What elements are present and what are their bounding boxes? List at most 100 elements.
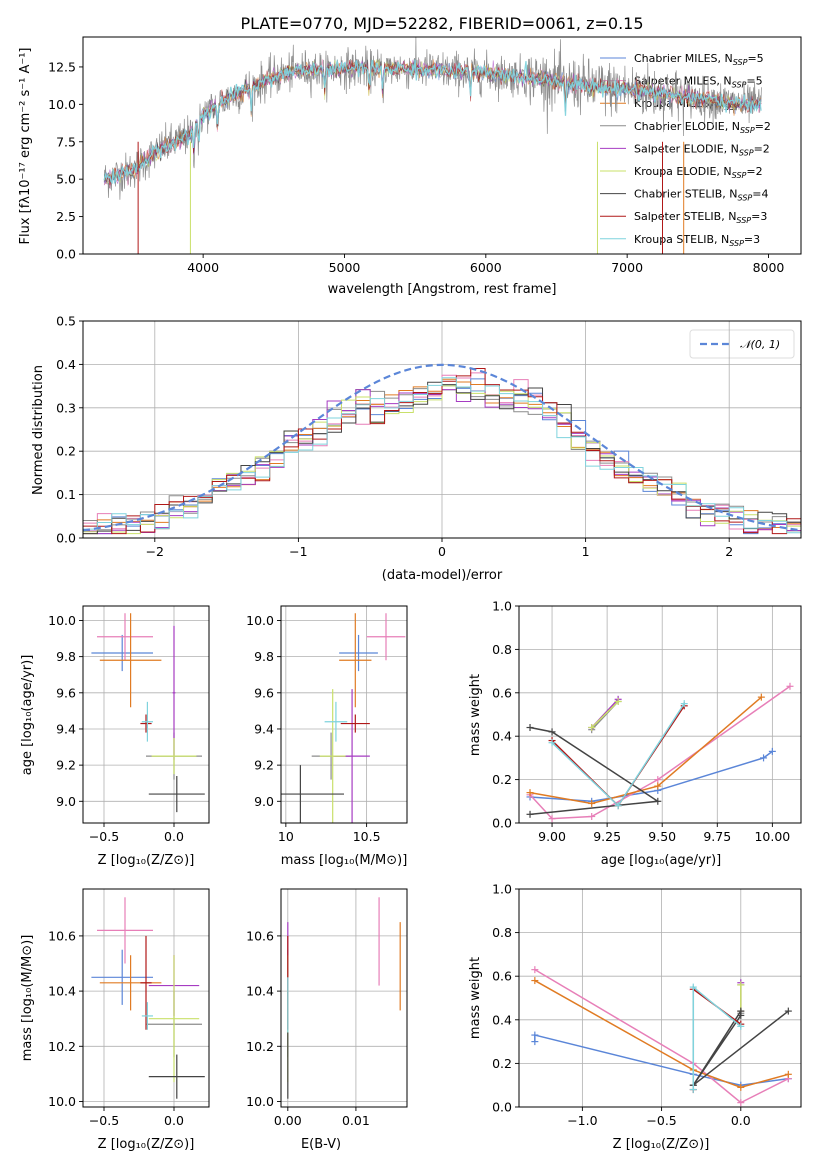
p-wZ-xtick-label: −0.5	[646, 1113, 676, 1128]
residuals-ytick-label: 0.1	[56, 487, 76, 502]
panel-age-vs-Z: Z [log₁₀(Z/Z⊙)] age [log₁₀(age/yr)] −0.5…	[20, 605, 210, 868]
wAge-ylabel: mass weight	[468, 674, 483, 756]
p-ageZ-ytick-label: 10.0	[48, 613, 76, 628]
spectrum-ytick-label: 7.5	[56, 134, 76, 149]
spectrum-frame	[82, 36, 802, 255]
p-wZ-ytick-label: 1.0	[492, 882, 512, 897]
residuals-xlabel: (data-model)/error	[382, 568, 503, 583]
legend-label-chabrier-miles: Chabrier MILES, NSSP=5	[634, 52, 764, 67]
p-ageZ-ytick-label: 9.4	[56, 721, 76, 736]
p-mZ-frame	[82, 888, 210, 1108]
p-mZ-xtick-label: −0.5	[89, 1113, 119, 1128]
wZ-xlabel: Z [log₁₀(Z/Z⊙)]	[613, 1137, 710, 1152]
residuals-xtick-label: −1	[289, 544, 307, 559]
weight-line-chabrier-stelib	[529, 726, 660, 816]
residuals-xtick-label: −2	[146, 544, 164, 559]
spectrum-xtick-label: 7000	[611, 260, 643, 275]
residuals-ytick-label: 0.0	[56, 531, 76, 546]
weight-line-kroupa-elodie	[591, 700, 619, 729]
spectrum-xlabel: wavelength [Angstrom, rest frame]	[328, 282, 557, 297]
p-ageM-ytick-label: 9.2	[254, 758, 274, 773]
residuals-xtick-label: 1	[582, 544, 590, 559]
p-ageM-axes: 10 10.5 9.0 9.2 9.4 9.6 9.8 10.0	[246, 605, 408, 844]
p-ageZ-ytick-label: 9.2	[56, 758, 76, 773]
legend-count: =5	[747, 52, 763, 65]
residuals-axes: −2 −1 0 1 2 0.0 0.1 0.2 0.3 0.4 0.5	[56, 314, 802, 559]
legend-label-salpeter-stelib: Salpeter STELIB, NSSP=3	[634, 210, 767, 225]
p-ageM-xtick-label: 10.5	[353, 829, 381, 844]
residuals-plot-area	[83, 363, 801, 535]
p-ageM-ytick-label: 9.0	[254, 794, 274, 809]
p-wZ-ytick-label: 0.2	[492, 1056, 512, 1071]
p-ageM-grid	[281, 606, 407, 823]
legend-count: =2	[755, 120, 771, 133]
legend-count: =5	[746, 75, 762, 88]
p-ageM-ytick-label: 10.0	[246, 613, 274, 628]
spectrum-xtick-label: 6000	[470, 260, 502, 275]
p-wAge-ytick-label: 0.2	[492, 772, 512, 787]
p-mZ-ytick-label: 10.2	[48, 1039, 76, 1054]
weight-line-kroupa-miles	[534, 979, 789, 1089]
mZ-xlabel: Z [log₁₀(Z/Z⊙)]	[98, 1137, 195, 1152]
p-wZ-xtick-label: −1.0	[567, 1113, 597, 1128]
p-ageZ-xtick-label: 0.0	[164, 829, 184, 844]
legend-normal-label: 𝒩(0, 1)	[740, 338, 780, 351]
p-ageZ-frame	[82, 605, 210, 824]
residuals-legend: 𝒩(0, 1)	[689, 329, 795, 359]
residuals-ylabel: Normed distribution	[31, 365, 46, 495]
residuals-xtick-label: 2	[725, 544, 733, 559]
p-mZ-plot-area	[91, 897, 205, 1099]
p-mZ-axes: −0.5 0.0 10.0 10.2 10.4 10.6	[48, 888, 210, 1128]
legend-label-kroupa-elodie: Kroupa ELODIE, NSSP=2	[634, 165, 763, 180]
p-wZ-plot-area	[531, 966, 792, 1107]
p-mE-xtick-label: 0.00	[274, 1113, 302, 1128]
legend-count: =3	[751, 210, 767, 223]
p-ageM-ytick-label: 9.6	[254, 685, 274, 700]
panel-mass-vs-Z: Z [log₁₀(Z/Z⊙)] mass [log₁₀(M/M⊙)] −0.5 0…	[20, 888, 210, 1152]
p-wAge-frame	[518, 605, 802, 824]
spectrum-legend: Chabrier MILES, NSSP=5 Salpeter MILES, NS…	[600, 52, 771, 248]
residuals-xtick-label: 0	[438, 544, 446, 559]
spectrum-axes: 4000 5000 6000 7000 8000 0.0 2.5 5.0 7.5 10.0 12.5	[48, 36, 802, 275]
p-wAge-xtick-label: 9.50	[648, 829, 676, 844]
spectrum-plot-area	[103, 37, 762, 254]
p-ageZ-axes: −0.5 0.0 9.0 9.2 9.4 9.6 9.8 10.0	[48, 605, 210, 844]
legend-label-salpeter-miles: Salpeter MILES, NSSP=5	[634, 75, 763, 90]
p-wZ-ytick-label: 0.0	[492, 1100, 512, 1115]
normal-curve	[83, 363, 801, 532]
p-wZ-frame	[518, 888, 802, 1108]
legend-count: =4	[752, 188, 768, 201]
residuals-ytick-label: 0.2	[56, 444, 76, 459]
p-mE-frame	[280, 888, 408, 1108]
p-wAge-xtick-label: 9.00	[538, 829, 566, 844]
p-wAge-xtick-label: 9.25	[593, 829, 621, 844]
legend-subscript: SSP	[739, 148, 754, 157]
p-ageM-plot-area	[281, 613, 406, 823]
spectrum-xtick-label: 5000	[329, 260, 361, 275]
panel-residuals: (data-model)/error Normed distribution 𝒩…	[31, 314, 802, 583]
legend-subscript: SSP	[736, 216, 751, 225]
p-mE-ytick-label: 10.0	[246, 1094, 274, 1109]
panel-weight-vs-Z: Z [log₁₀(Z/Z⊙)] mass weight −1.0 −0.5 0.0 0…	[468, 882, 802, 1152]
p-ageZ-xtick-label: −0.5	[89, 829, 119, 844]
spectrum-ylabel: Flux [fλ10⁻¹⁷ erg cm⁻² s⁻¹ A⁻¹]	[18, 48, 33, 245]
p-ageZ-grid	[83, 606, 209, 823]
weight-line-salpeter-miles	[534, 969, 789, 1104]
panel-mass-vs-ebv: E(B-V) 0.00 0.01 10.0 10.2 10.4 10.6	[246, 888, 408, 1152]
legend-subscript: SSP	[738, 194, 753, 203]
p-wAge-ytick-label: 0.0	[492, 816, 512, 831]
p-ageM-ytick-label: 9.8	[254, 649, 274, 664]
p-wAge-axes: 9.00 9.25 9.50 9.75 10.00 0.0 0.2 0.4 0.6 0.8 1.0	[492, 599, 802, 844]
p-mE-axes: 0.00 0.01 10.0 10.2 10.4 10.6	[246, 888, 408, 1128]
legend-subscript: SSP	[732, 81, 747, 90]
legend-label-salpeter-elodie: Salpeter ELODIE, NSSP=2	[634, 142, 770, 157]
wAge-xlabel: age [log₁₀(age/yr)]	[601, 853, 722, 868]
legend-count: =2	[754, 142, 770, 155]
p-mE-ytick-label: 10.6	[246, 928, 274, 943]
panel-weight-vs-age: age [log₁₀(age/yr)] mass weight 9.00 9.25…	[468, 599, 802, 868]
p-wZ-ytick-label: 0.4	[492, 1012, 512, 1027]
spectrum-model-line-kroupa-elodie	[103, 59, 762, 184]
legend-subscript: SSP	[740, 126, 755, 135]
residuals-ytick-label: 0.3	[56, 400, 76, 415]
